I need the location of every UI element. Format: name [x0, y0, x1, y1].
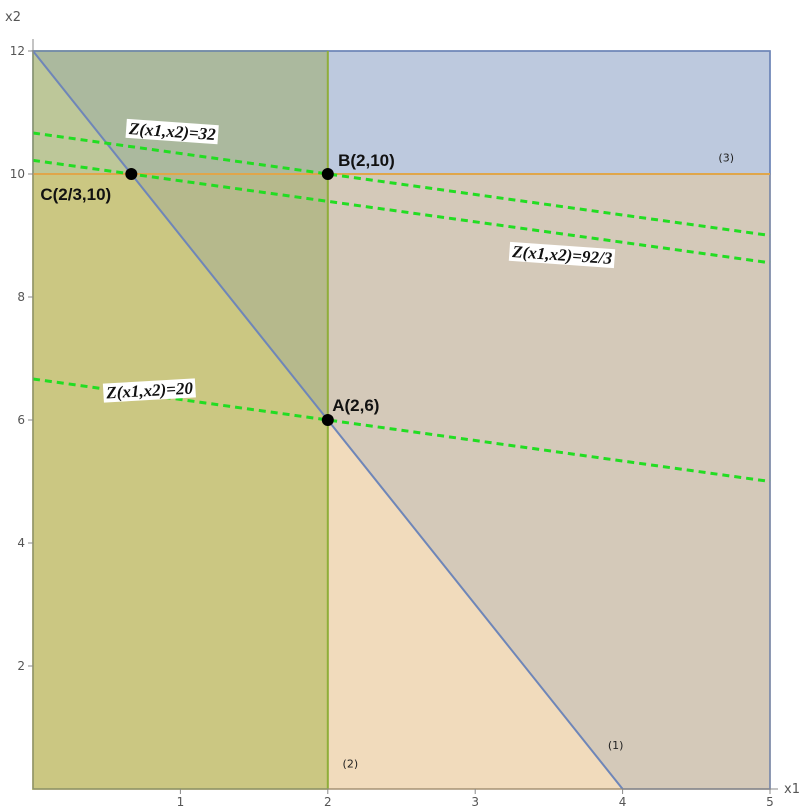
axes: x1 x2 — [5, 10, 800, 797]
objective-label-bg-2 — [508, 241, 616, 269]
x-tick-label-2: 2 — [324, 795, 332, 807]
corner-point-3 — [125, 168, 138, 180]
corner-point-label-3: C(2/3,10) — [40, 185, 111, 204]
x-tick-label-5: 5 — [766, 795, 774, 807]
x-tick-label-1: 1 — [177, 795, 185, 807]
feasible-regions — [31, 50, 771, 790]
corner-point-label-1: A(2,6) — [332, 396, 379, 415]
x-tick-label-4: 4 — [619, 795, 627, 807]
y-tick-label-4: 4 — [17, 536, 25, 550]
corner-points: A(2,6) B(2,10) C(2/3,10) — [40, 151, 395, 426]
y-tick-label-2: 2 — [17, 659, 25, 673]
objective-label-bg-3 — [125, 118, 219, 145]
y-tick-label-8: 8 — [17, 290, 25, 304]
y-tick-label-6: 6 — [17, 413, 25, 427]
corner-point-label-2: B(2,10) — [338, 151, 395, 170]
x-tick-label-3: 3 — [471, 795, 479, 807]
constraint-labels: (1) (2) (3) — [343, 152, 734, 771]
constraint-label-3: (3) — [718, 152, 734, 165]
objective-labels: Z(x1,x2)=20Z(x1,x2)=92/3Z(x1,x2)=32 — [102, 118, 616, 403]
y-tick-label-10: 10 — [10, 167, 25, 181]
corner-point-1 — [321, 414, 334, 426]
constraint-label-2: (2) — [343, 757, 359, 770]
y-tick-label-12: 12 — [10, 44, 25, 58]
objective-line-2 — [32, 158, 771, 265]
objective-line-3 — [32, 131, 771, 237]
x-axis-label: x1 — [784, 782, 800, 797]
objective-label-group-3: Z(x1,x2)=32 — [125, 118, 219, 145]
corner-point-2 — [321, 168, 334, 180]
y-axis-label: x2 — [5, 10, 21, 25]
constraint-label-1: (1) — [608, 739, 624, 752]
objective-label-bg-1 — [102, 378, 196, 403]
objective-label-group-2: Z(x1,x2)=92/3 — [508, 241, 616, 269]
